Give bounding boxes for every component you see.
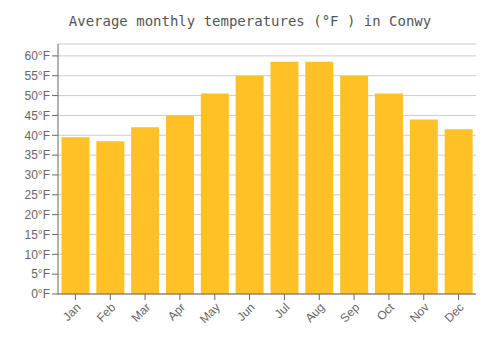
svg-text:40°F: 40°F: [25, 129, 50, 143]
svg-text:Dec: Dec: [442, 300, 467, 325]
svg-text:Jun: Jun: [234, 300, 258, 324]
svg-text:60°F: 60°F: [25, 49, 50, 63]
svg-text:Jan: Jan: [60, 300, 84, 324]
svg-text:45°F: 45°F: [25, 109, 50, 123]
svg-text:55°F: 55°F: [25, 69, 50, 83]
svg-text:50°F: 50°F: [25, 89, 50, 103]
svg-text:Nov: Nov: [407, 300, 432, 325]
svg-text:20°F: 20°F: [25, 208, 50, 222]
svg-text:15°F: 15°F: [25, 228, 50, 242]
svg-text:30°F: 30°F: [25, 168, 50, 182]
svg-text:Aug: Aug: [302, 300, 327, 325]
svg-text:5°F: 5°F: [31, 267, 50, 281]
svg-text:Apr: Apr: [165, 300, 188, 323]
svg-text:25°F: 25°F: [25, 188, 50, 202]
svg-text:35°F: 35°F: [25, 148, 50, 162]
svg-text:Jul: Jul: [272, 300, 293, 321]
svg-text:Oct: Oct: [374, 300, 398, 324]
svg-text:0°F: 0°F: [31, 287, 50, 301]
svg-text:Sep: Sep: [337, 300, 362, 325]
svg-text:Feb: Feb: [94, 300, 119, 325]
svg-text:May: May: [197, 300, 223, 326]
svg-text:10°F: 10°F: [25, 248, 50, 262]
html-text:Average monthly temperatures (: Average monthly temperatures (°F ) in Co…: [68, 13, 432, 29]
svg-text:Mar: Mar: [129, 300, 154, 325]
